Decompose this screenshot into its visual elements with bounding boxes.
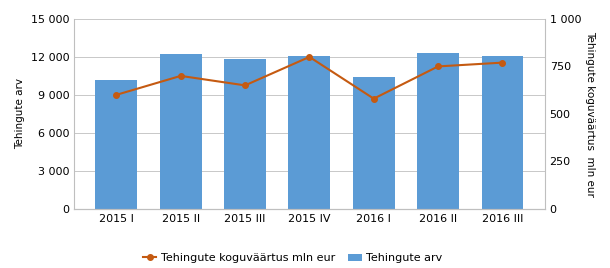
Tehingute koguväärtus mln eur bbox=[370, 97, 378, 100]
Y-axis label: Tehingute koguväärtus  mln eur: Tehingute koguväärtus mln eur bbox=[585, 31, 595, 197]
Tehingute koguväärtus mln eur bbox=[113, 93, 120, 96]
Bar bbox=[224, 59, 266, 209]
Tehingute koguväärtus mln eur bbox=[242, 84, 249, 87]
Bar bbox=[417, 53, 459, 209]
Line: Tehingute koguväärtus mln eur: Tehingute koguväärtus mln eur bbox=[113, 54, 505, 101]
Tehingute koguväärtus mln eur bbox=[306, 55, 313, 58]
Bar bbox=[95, 80, 137, 209]
Bar bbox=[289, 56, 330, 209]
Bar bbox=[353, 77, 395, 209]
Legend: Tehingute koguväärtus mln eur, Tehingute arv: Tehingute koguväärtus mln eur, Tehingute… bbox=[138, 249, 447, 268]
Bar bbox=[481, 56, 523, 209]
Y-axis label: Tehingute arv: Tehingute arv bbox=[15, 78, 25, 149]
Bar bbox=[160, 54, 202, 209]
Tehingute koguväärtus mln eur bbox=[434, 65, 442, 68]
Tehingute koguväärtus mln eur bbox=[177, 74, 184, 77]
Tehingute koguväärtus mln eur bbox=[499, 61, 506, 64]
